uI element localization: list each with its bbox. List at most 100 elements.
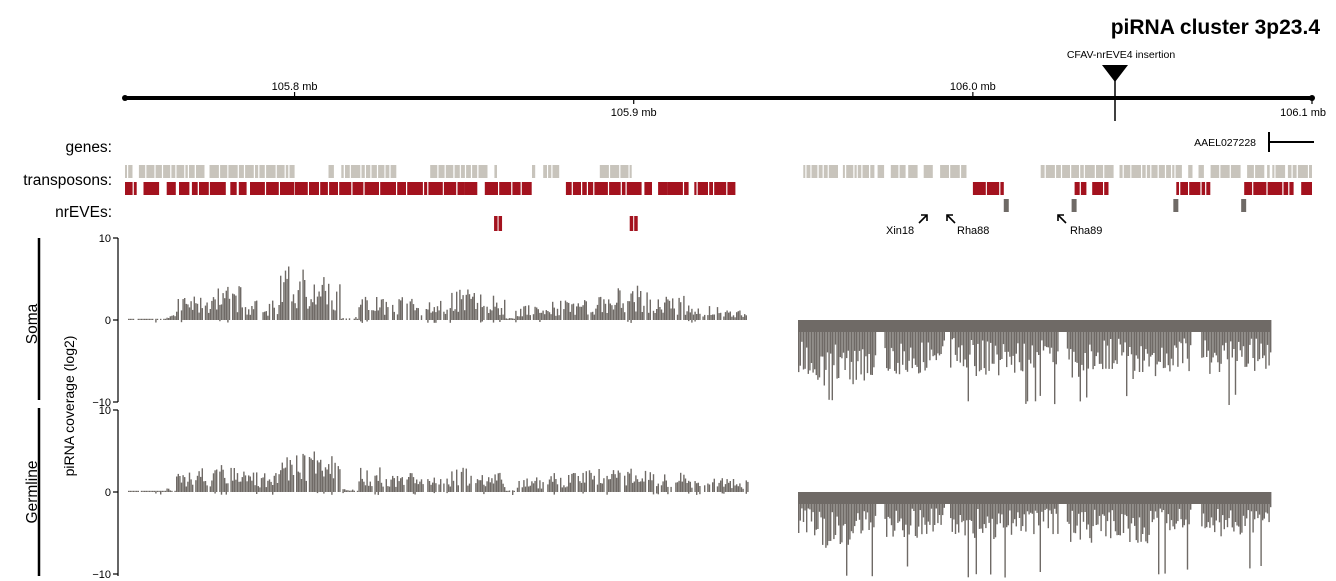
coverage-bar — [657, 492, 659, 495]
nrEVE-arrowhead-rha88-icon — [946, 214, 953, 221]
coverage-bar — [1218, 320, 1221, 372]
coverage-bar — [448, 484, 450, 492]
coverage-bar — [598, 297, 600, 320]
coverage-bar — [1249, 320, 1251, 345]
coverage-bar — [1071, 320, 1073, 378]
coverage-bar — [249, 476, 251, 492]
coverage-bar — [676, 314, 679, 320]
coverage-bar — [228, 298, 231, 320]
coverage-bar — [1105, 492, 1107, 537]
coverage-bar — [1134, 492, 1136, 526]
coverage-bar — [937, 320, 939, 354]
coverage-bar — [481, 475, 483, 492]
coverage-bar — [380, 482, 383, 492]
coverage-bar — [652, 492, 655, 495]
coverage-bar — [798, 320, 800, 373]
coverage-bar — [608, 299, 610, 320]
coverage-bar — [198, 312, 200, 320]
transposon-segment-light — [1247, 165, 1254, 178]
coverage-bar — [624, 312, 626, 320]
coverage-bar — [470, 298, 472, 320]
coverage-bar — [967, 492, 969, 578]
nrEVE-label-rha88: Rha88 — [957, 225, 989, 237]
coverage-bar — [284, 270, 287, 320]
coverage-bar — [699, 313, 701, 320]
coverage-bar — [225, 492, 227, 495]
coverage-bar — [260, 478, 263, 492]
coverage-bar — [930, 320, 933, 350]
coverage-bar — [580, 482, 583, 492]
coverage-bar — [638, 297, 640, 320]
coverage-bar — [1134, 320, 1136, 371]
coverage-bar — [360, 304, 362, 320]
coverage-bar — [902, 492, 904, 531]
coverage-bar — [1089, 320, 1091, 345]
coverage-bar — [310, 299, 312, 320]
coverage-bar — [986, 492, 989, 517]
coverage-bar — [555, 315, 557, 320]
coverage-bar — [731, 316, 733, 320]
transposon-segment-light — [961, 165, 967, 178]
germline-coverage-panel: 10 0 −10 — [92, 405, 1272, 581]
coverage-bar — [385, 301, 387, 320]
coverage-bar — [462, 295, 464, 320]
transposon-segment-light — [155, 165, 162, 178]
coverage-bar — [1132, 320, 1134, 379]
y-tick-label: −10 — [92, 397, 111, 409]
transposon-segment-light — [245, 165, 254, 178]
transposon-segment-dark — [1253, 182, 1267, 195]
coverage-bar — [1158, 492, 1160, 575]
coverage-bar — [395, 486, 397, 492]
coverage-bar — [131, 318, 133, 320]
transposon-segment-dark — [1180, 182, 1188, 195]
coverage-bar — [452, 480, 455, 492]
coverage-bar — [633, 481, 635, 492]
coverage-bar — [1090, 492, 1093, 543]
coverage-bar — [433, 477, 435, 492]
coverage-bar — [308, 457, 311, 492]
coverage-bar — [1266, 320, 1269, 345]
coverage-bar — [745, 492, 747, 494]
coverage-bar — [393, 311, 395, 320]
coverage-bar — [420, 479, 423, 492]
coverage-bar — [262, 312, 264, 320]
coverage-bar — [964, 320, 966, 360]
transposon-segment-dark — [727, 182, 736, 195]
coverage-bar — [384, 314, 386, 320]
coverage-bar — [852, 320, 854, 385]
coverage-bar — [560, 477, 562, 492]
coverage-bar — [966, 320, 968, 368]
coverage-bar — [499, 472, 501, 492]
coverage-bar — [243, 471, 245, 492]
coverage-bar — [540, 488, 543, 492]
coverage-bar — [136, 490, 138, 492]
nrEVE-grey — [1003, 199, 1009, 212]
coverage-bar — [635, 311, 637, 320]
coverage-bar — [148, 490, 151, 492]
coverage-bar — [499, 320, 501, 322]
coverage-bar — [177, 299, 179, 320]
coverage-bar — [281, 462, 283, 492]
coverage-bar — [153, 490, 155, 492]
coverage-bar — [1086, 320, 1088, 398]
coverage-bar — [874, 320, 877, 356]
coverage-bar — [516, 487, 519, 492]
coverage-bar — [480, 480, 482, 492]
coverage-bar — [887, 320, 889, 371]
transposon-segment-light — [138, 165, 146, 178]
coverage-bar — [232, 480, 234, 492]
coverage-bar — [1038, 320, 1040, 355]
coverage-bar — [699, 492, 701, 495]
coverage-bar — [998, 320, 1000, 376]
coverage-bar — [508, 490, 511, 492]
coverage-bar — [889, 320, 891, 369]
coverage-bar — [283, 282, 285, 320]
coverage-bar — [185, 303, 187, 320]
coverage-bar — [862, 320, 864, 350]
coverage-bar — [147, 490, 149, 492]
transposon-segment-dark — [644, 182, 652, 195]
coverage-bar — [926, 320, 928, 368]
coverage-bar — [868, 320, 870, 354]
coverage-bar — [1177, 320, 1179, 367]
coverage-bar — [721, 478, 723, 492]
